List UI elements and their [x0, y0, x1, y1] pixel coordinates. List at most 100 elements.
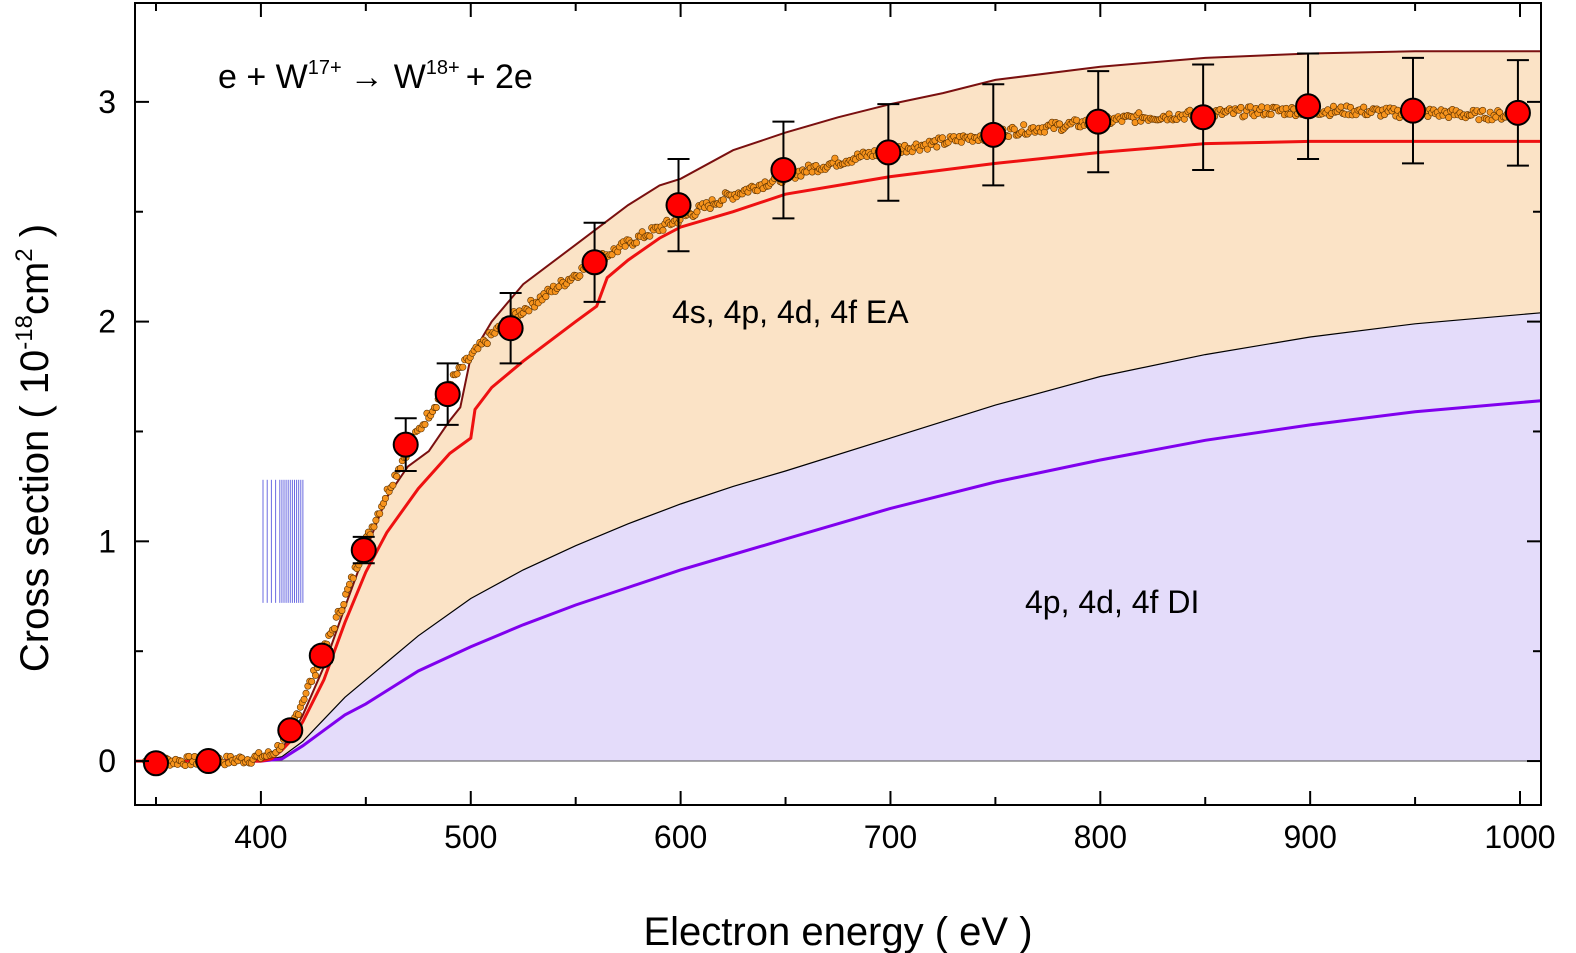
- scan-point: [308, 677, 316, 685]
- scan-point: [1010, 125, 1018, 133]
- scan-point: [459, 363, 467, 371]
- experiment-point: [980, 121, 1007, 148]
- x-tick-label: 700: [864, 819, 917, 855]
- ea-region-fill: [135, 51, 1541, 762]
- scan-point: [1020, 121, 1028, 129]
- experiment-point: [1190, 104, 1217, 131]
- y-tick-label: 3: [98, 84, 116, 120]
- scan-point: [1131, 119, 1139, 127]
- experiment-point: [497, 315, 524, 342]
- scan-point: [831, 154, 839, 162]
- scan-point: [345, 580, 353, 588]
- scan-point: [621, 242, 629, 250]
- x-tick-label: 900: [1283, 819, 1336, 855]
- di-region-fill: [135, 312, 1541, 762]
- y-tick-label: 0: [98, 743, 116, 779]
- scan-point: [719, 196, 727, 204]
- scan-point: [432, 403, 440, 411]
- axes: 400 500 600 700 800 900 1000 0 1 2 3: [98, 2, 1556, 855]
- scan-point: [957, 138, 965, 146]
- experiment-point: [1295, 93, 1322, 120]
- scan-point: [542, 293, 550, 301]
- experiment-point: [1504, 99, 1531, 126]
- scan-point: [1073, 116, 1081, 124]
- scan-point: [1360, 103, 1368, 111]
- scan-point: [311, 671, 319, 679]
- scan-point: [576, 272, 584, 280]
- scan-point: [525, 307, 533, 315]
- experiment-point: [142, 750, 169, 777]
- x-tick-label: 500: [444, 819, 497, 855]
- experiment-point: [875, 139, 902, 166]
- di-partial-line: [218, 399, 1542, 763]
- scan-point: [933, 143, 941, 151]
- x-tick-label: 400: [234, 819, 287, 855]
- scan-point: [370, 523, 378, 531]
- scan-point: [453, 370, 461, 378]
- experiment-point: [665, 192, 692, 219]
- scan-point: [1237, 103, 1245, 111]
- error-bars: [310, 52, 1529, 664]
- experiment-point: [277, 717, 304, 744]
- experiment-point: [392, 431, 419, 458]
- scan-point: [706, 205, 714, 213]
- scan-point: [646, 232, 654, 240]
- scan-point: [1005, 133, 1013, 141]
- scan-point: [338, 606, 346, 614]
- scan-point: [393, 472, 401, 480]
- scan-point: [294, 711, 302, 719]
- scan-point: [1475, 116, 1483, 124]
- y-axis-label: Cross section ( 10-18cm2 ): [11, 224, 57, 672]
- scan-point: [349, 574, 357, 582]
- scan-point: [1445, 114, 1453, 122]
- experiment-point: [770, 156, 797, 183]
- di-total-line: [135, 312, 1542, 762]
- reaction-label: e + W17+ → W18+ + 2e: [218, 57, 533, 96]
- x-axis-label: Electron energy ( eV ): [643, 910, 1032, 953]
- threshold-lines: [262, 479, 304, 603]
- scan-point: [372, 516, 380, 524]
- x-tick-label: 1000: [1484, 819, 1555, 855]
- scan-point: [389, 481, 397, 489]
- experiment-point: [434, 381, 461, 408]
- scan-point: [421, 420, 429, 428]
- scan-point: [1135, 109, 1143, 117]
- scan-point: [381, 494, 389, 502]
- scan-point: [330, 624, 338, 632]
- scan-point: [340, 600, 348, 608]
- x-tick-label: 600: [654, 819, 707, 855]
- y-tick-label: 2: [98, 304, 116, 340]
- total-theory-line: [135, 50, 1541, 763]
- scan-point: [693, 208, 701, 216]
- scan-point: [1258, 103, 1266, 111]
- experiment-point: [581, 249, 608, 276]
- scan-point: [632, 239, 640, 247]
- scan-point: [1479, 106, 1487, 114]
- experiment-point: [1399, 97, 1426, 124]
- di-annotation: 4p, 4d, 4f DI: [1025, 584, 1199, 620]
- scan-point: [1337, 103, 1345, 111]
- experiment-point: [308, 642, 335, 669]
- experiment-point: [195, 748, 222, 775]
- x-tick-label: 800: [1074, 819, 1127, 855]
- ea-theory-line: [135, 139, 1541, 763]
- scan-point: [923, 145, 931, 153]
- experiment-markers: [142, 93, 1531, 777]
- experiment-point: [350, 537, 377, 564]
- plot-frame: [134, 2, 1542, 806]
- scan-point: [474, 345, 482, 353]
- experiment-point: [1085, 108, 1112, 135]
- theory-lines: [135, 50, 1542, 763]
- region-fills: [135, 51, 1541, 762]
- y-tick-label: 1: [98, 523, 116, 559]
- scan-point: [483, 340, 491, 348]
- scan-point: [1056, 120, 1064, 128]
- scan-point: [277, 742, 285, 750]
- ea-annotation: 4s, 4p, 4d, 4f EA: [672, 294, 909, 330]
- scan-point: [300, 695, 308, 703]
- scan-point: [938, 134, 946, 142]
- scan-point: [1267, 110, 1275, 118]
- scan-point: [659, 226, 667, 234]
